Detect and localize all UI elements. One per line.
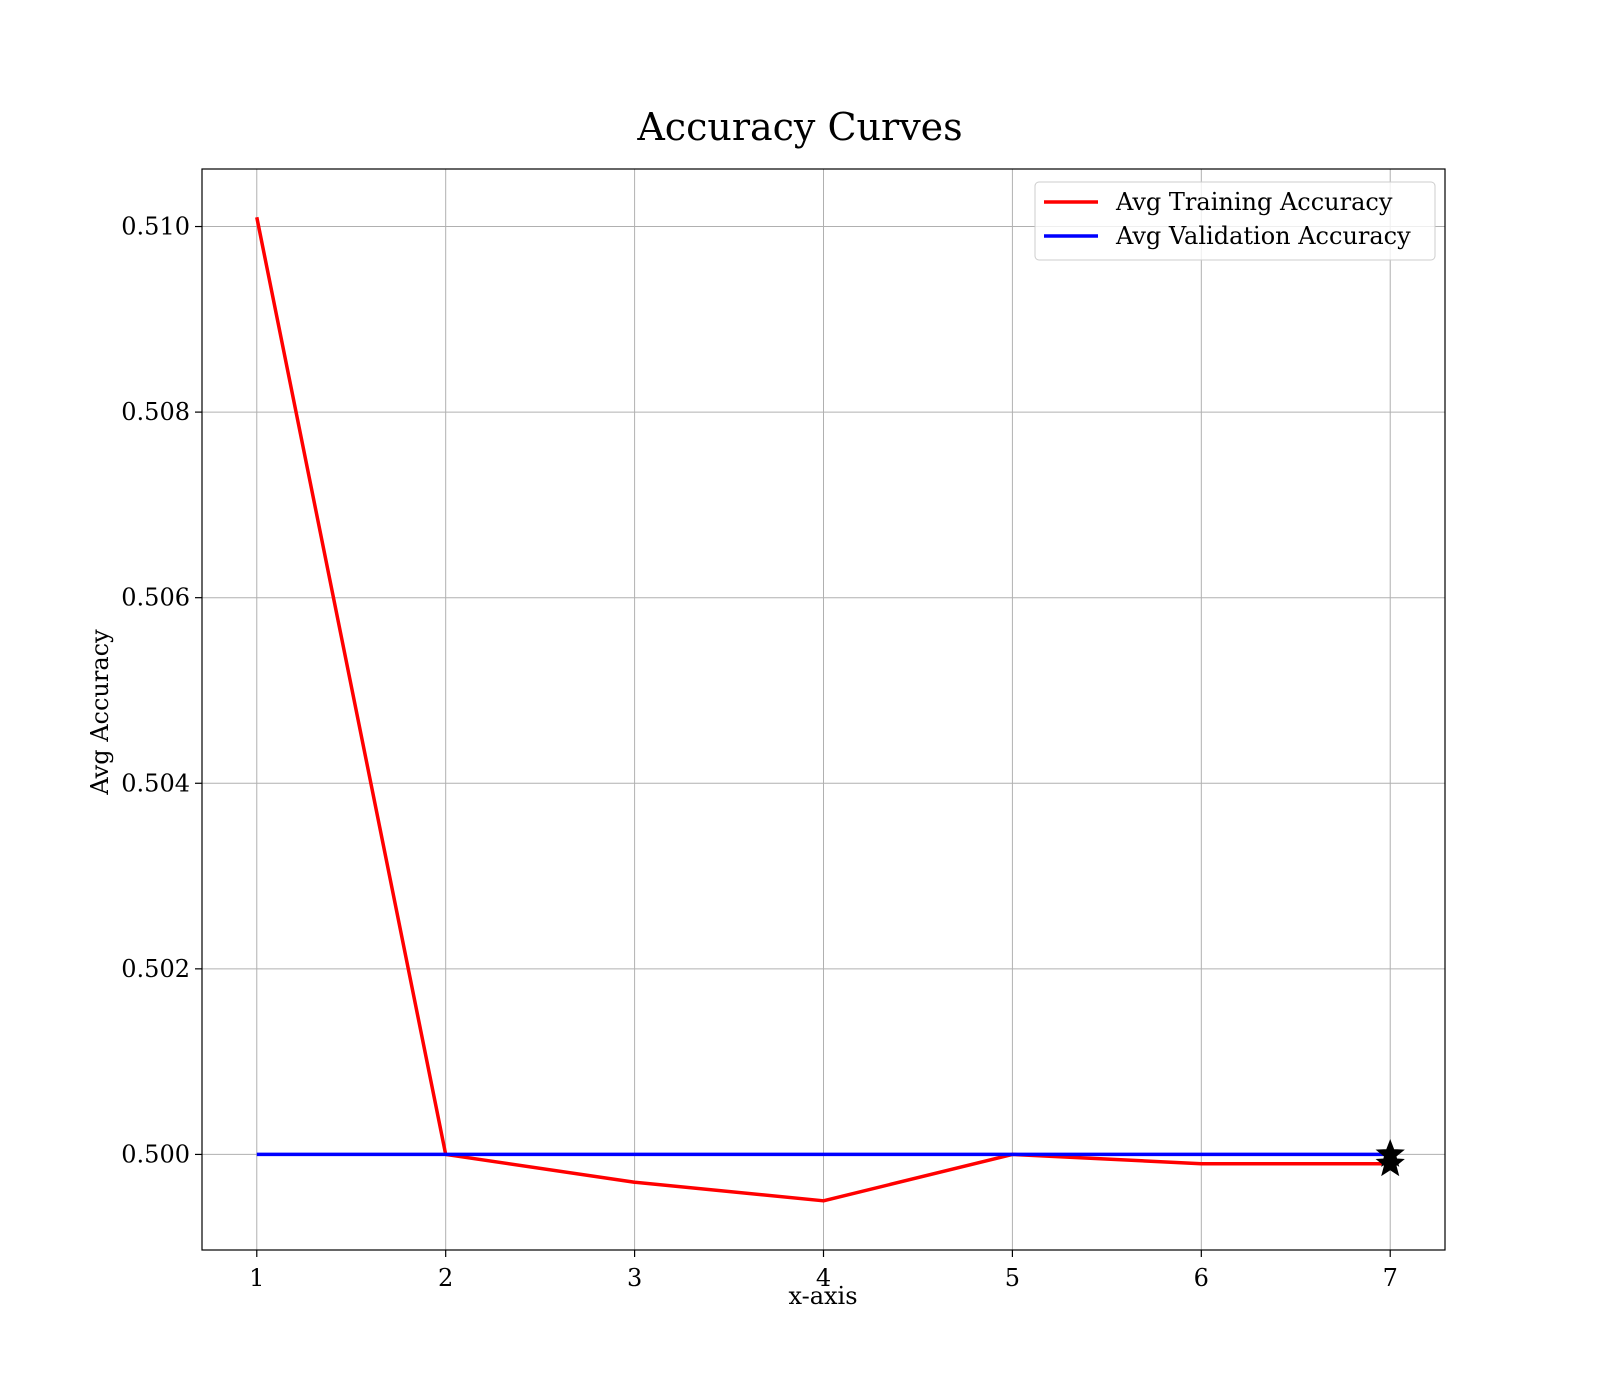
x-axis-label: x-axis xyxy=(788,1282,857,1310)
x-tick-label: 2 xyxy=(438,1264,453,1292)
x-tick-label: 4 xyxy=(816,1264,831,1292)
final-point-star-training xyxy=(1375,1148,1405,1177)
y-tick-label: 0.502 xyxy=(121,955,190,983)
chart-title: Accuracy Curves xyxy=(636,105,962,149)
final-markers xyxy=(1375,1139,1405,1177)
y-tick-label: 0.500 xyxy=(121,1140,190,1168)
legend: Avg Training Accuracy Avg Validation Acc… xyxy=(1034,181,1436,261)
y-tick-label: 0.510 xyxy=(121,213,190,241)
x-tick-label: 5 xyxy=(1005,1264,1020,1292)
grid xyxy=(202,169,1445,1250)
x-tick-label: 3 xyxy=(627,1264,642,1292)
x-ticks: 1 2 3 4 5 6 7 xyxy=(249,1250,1398,1292)
legend-label-validation: Avg Validation Accuracy xyxy=(1115,222,1411,250)
y-tick-label: 0.508 xyxy=(121,398,190,426)
x-tick-label: 7 xyxy=(1383,1264,1398,1292)
final-point-star-validation xyxy=(1375,1139,1405,1167)
x-tick-label: 1 xyxy=(249,1264,264,1292)
x-tick-label: 6 xyxy=(1194,1264,1209,1292)
series-lines xyxy=(255,216,1391,1203)
legend-label-training: Avg Training Accuracy xyxy=(1115,188,1393,216)
y-tick-label: 0.504 xyxy=(121,769,190,797)
legend-box xyxy=(1034,181,1436,261)
y-axis-label: Avg Accuracy xyxy=(86,629,114,796)
y-tick-label: 0.506 xyxy=(121,584,190,612)
y-ticks: 0.500 0.502 0.504 0.506 0.508 0.510 xyxy=(121,213,202,1168)
